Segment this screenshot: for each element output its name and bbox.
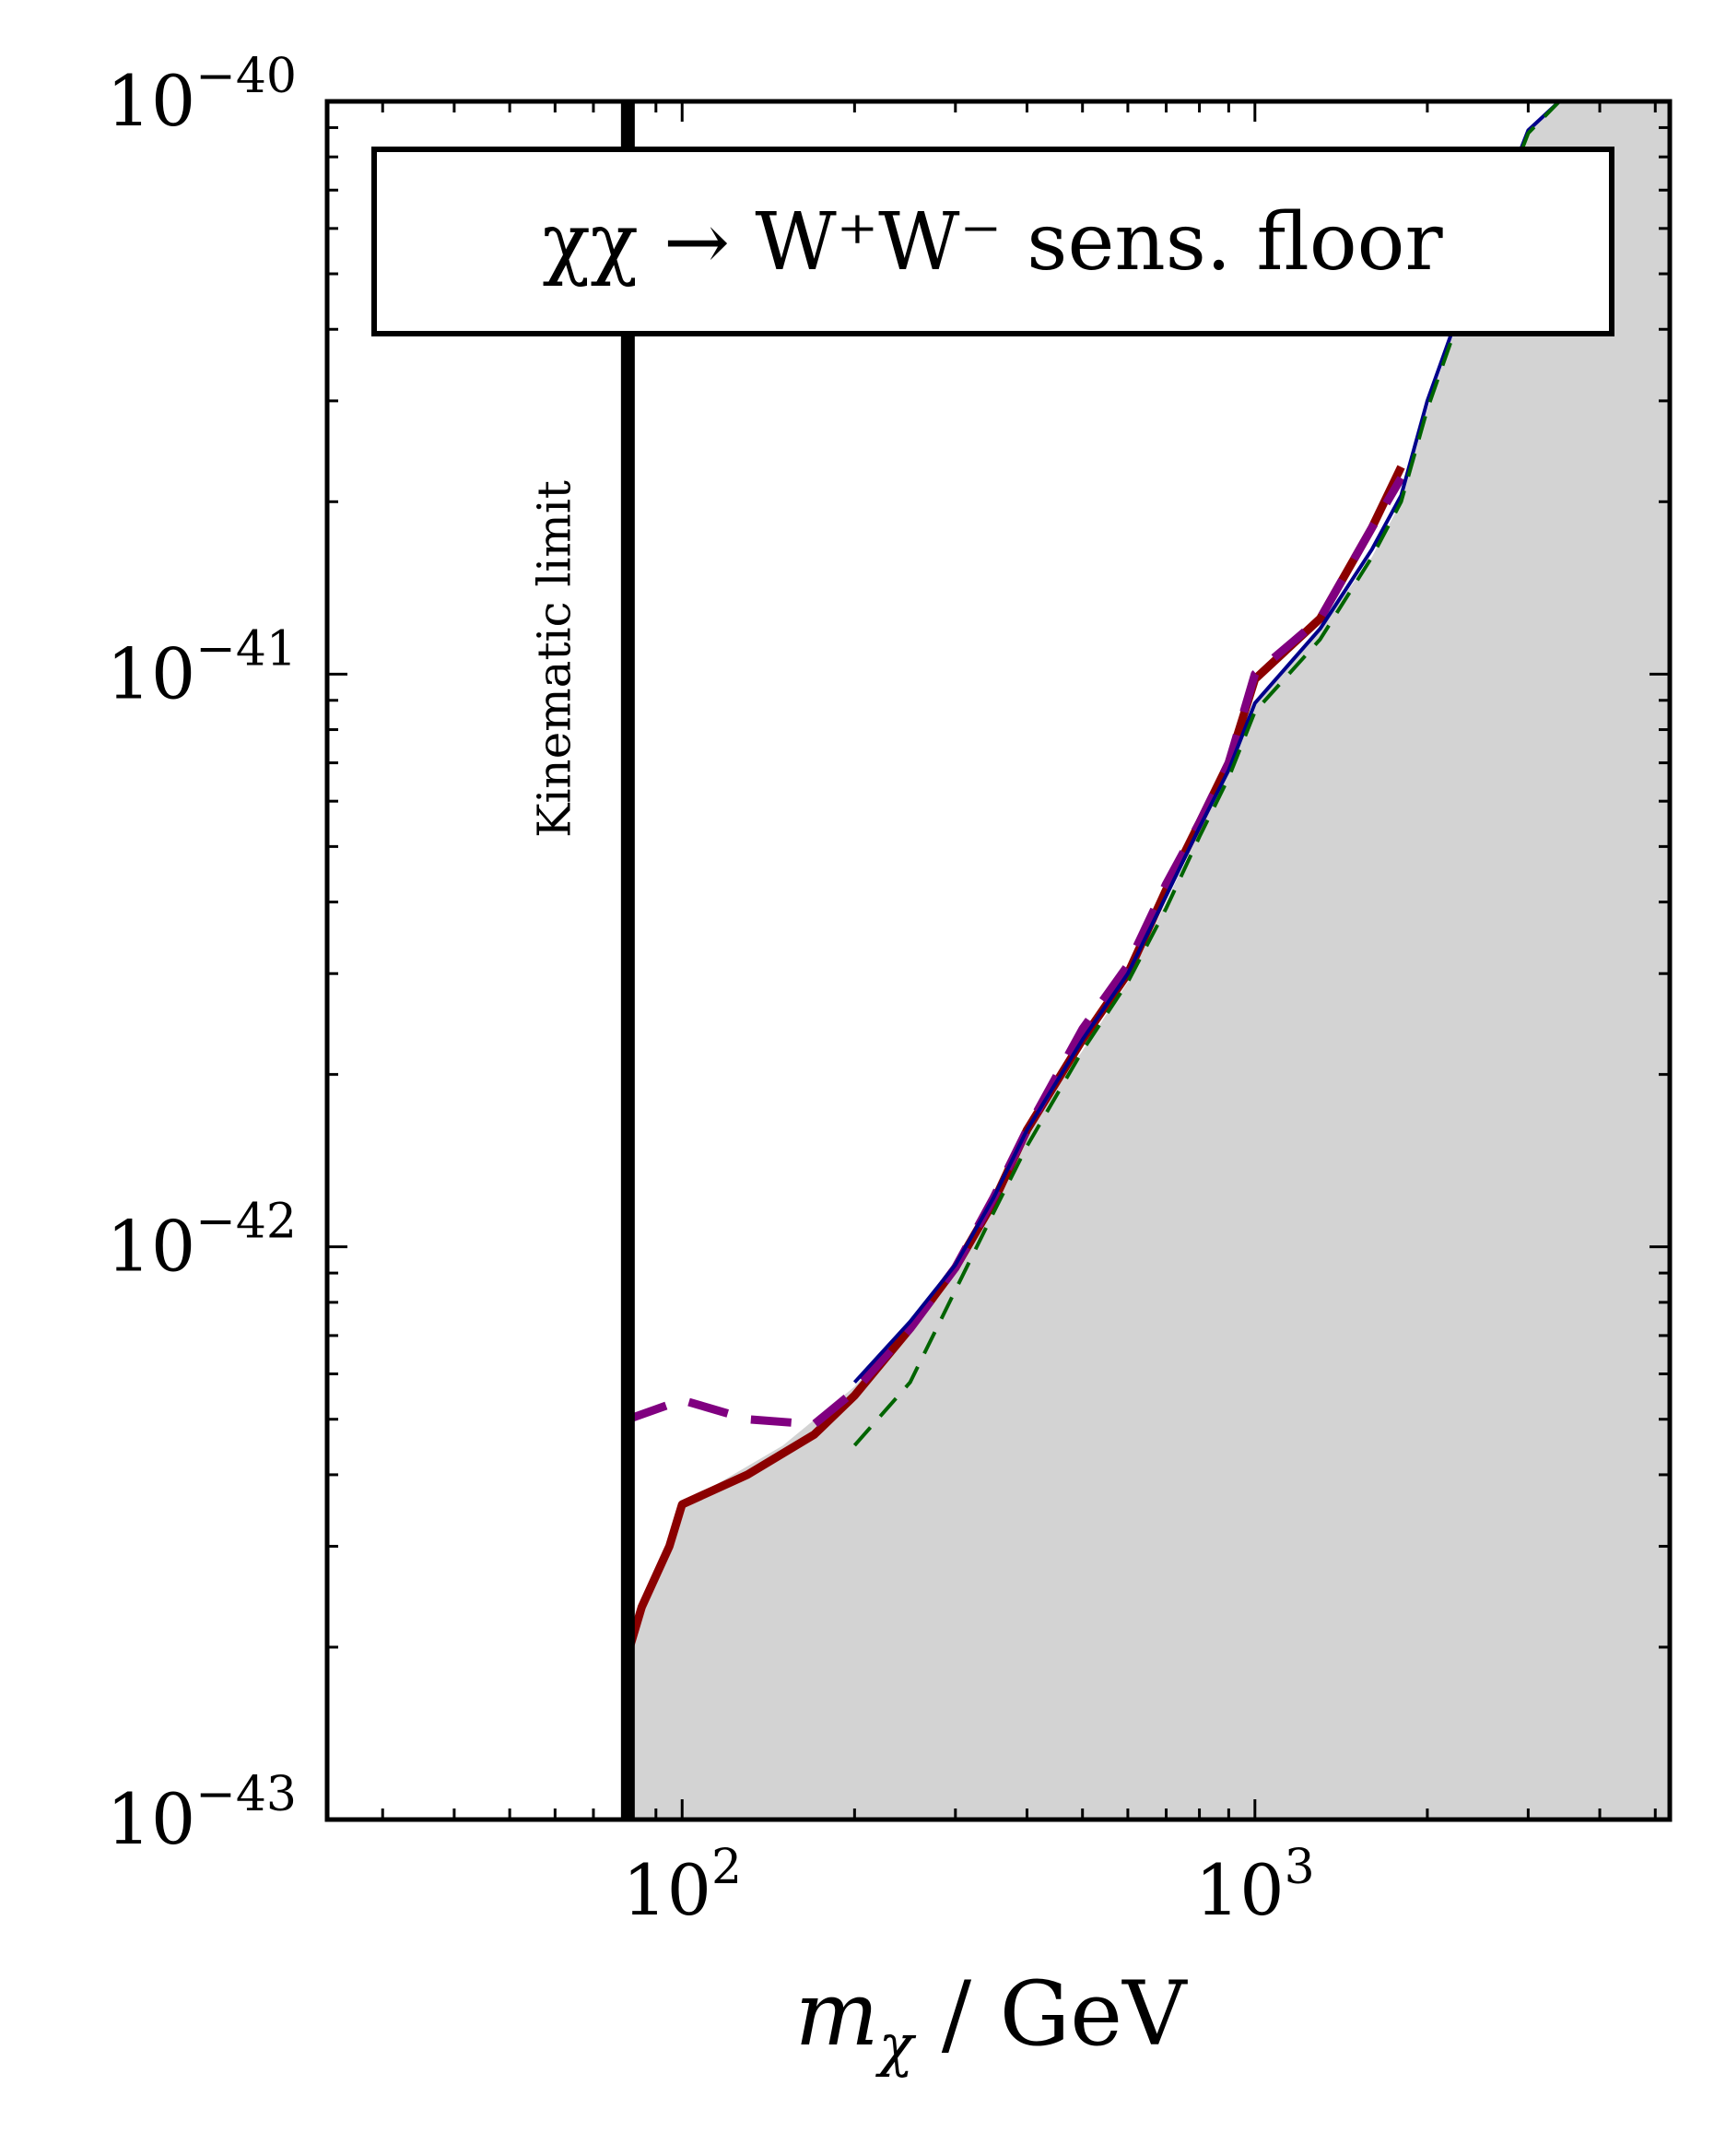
series-line-3: [852, 101, 1561, 1384]
x-tick-label: 103: [1195, 1840, 1315, 1931]
axis-tick-labels: 102 103 10−43 10−42 10−41 10−40: [107, 49, 1315, 1931]
legend-text: χχ → W⁺W⁻ sens. floor: [542, 196, 1443, 289]
sensitivity-floor-region: [628, 101, 1670, 1820]
series-line-4: [852, 101, 1561, 1447]
x-axis-title: mχ / GeV: [795, 1962, 1188, 2079]
y-tick-label: 10−43: [107, 1767, 297, 1860]
series-line-2: [626, 476, 1405, 1429]
axis-ticks: [327, 100, 1670, 1821]
x-tick-label: 102: [622, 1840, 742, 1931]
legend-box: χχ → W⁺W⁻ sens. floor: [371, 147, 1614, 336]
y-tick-label: 10−42: [107, 1195, 297, 1288]
kinematic-limit-label: Kinematic limit: [527, 480, 581, 838]
y-tick-label: 10−41: [107, 621, 297, 714]
y-tick-label: 10−40: [107, 49, 297, 142]
plot-frame: [324, 99, 1673, 1822]
